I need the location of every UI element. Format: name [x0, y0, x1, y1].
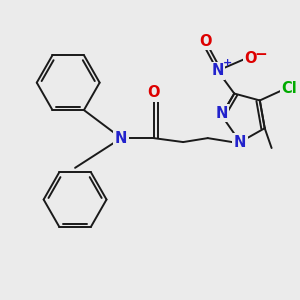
- Text: +: +: [223, 58, 232, 68]
- Text: N: N: [115, 130, 128, 146]
- Text: O: O: [200, 34, 212, 49]
- Text: N: N: [212, 63, 224, 78]
- Text: N: N: [234, 135, 246, 150]
- Text: O: O: [245, 51, 257, 66]
- Text: O: O: [147, 85, 160, 100]
- Text: N: N: [215, 106, 228, 121]
- Text: Cl: Cl: [281, 81, 297, 96]
- Text: −: −: [254, 47, 267, 62]
